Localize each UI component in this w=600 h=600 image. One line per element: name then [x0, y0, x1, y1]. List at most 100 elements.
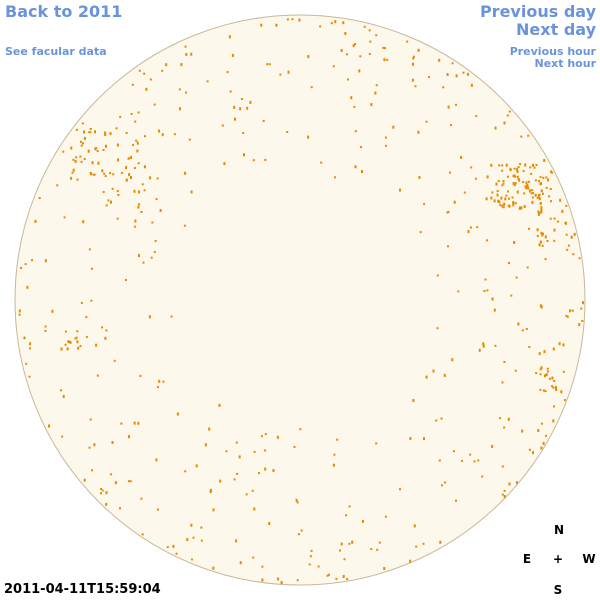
compass-east: E: [522, 552, 532, 566]
facula-dot: [409, 437, 412, 440]
facula-dot: [546, 367, 549, 370]
facula-dot: [350, 96, 353, 100]
facula-dot: [523, 192, 526, 195]
facula-dot: [352, 44, 355, 48]
facula-dot: [563, 399, 566, 402]
facula-dot: [18, 313, 21, 316]
facula-dot: [116, 143, 119, 147]
facula-dot: [414, 85, 417, 88]
facula-dot: [353, 105, 356, 108]
facula-dot: [553, 228, 556, 232]
facula-dot: [423, 437, 425, 441]
facula-dot: [462, 71, 465, 74]
facula-dot: [109, 172, 111, 175]
facula-dot: [547, 178, 550, 182]
facula-dot: [144, 135, 146, 138]
facula-dot: [467, 230, 470, 234]
facula-dot: [522, 170, 525, 173]
facula-dot: [226, 71, 229, 74]
facula-dot: [200, 539, 203, 542]
facula-dot: [539, 176, 542, 179]
facula-dot: [140, 211, 143, 213]
facula-dot: [183, 224, 186, 227]
facula-dot: [105, 491, 108, 495]
facula-dot: [100, 492, 102, 495]
facula-dot: [527, 186, 530, 190]
facula-dot: [453, 200, 456, 204]
facula-dot: [79, 345, 82, 348]
facula-dot: [440, 417, 443, 420]
facula-dot: [235, 539, 238, 543]
facula-dot: [538, 352, 541, 356]
facula-dot: [567, 244, 570, 247]
facula-dot: [581, 320, 584, 322]
facula-dot: [449, 171, 451, 174]
facula-dot: [158, 129, 161, 133]
facula-dot: [101, 326, 104, 329]
facula-dot: [175, 552, 178, 555]
facula-dot: [354, 43, 357, 45]
facula-dot: [361, 170, 363, 173]
facula-dot: [105, 144, 107, 148]
facula-dot: [242, 132, 245, 134]
facula-dot: [546, 370, 549, 373]
facula-dot: [544, 390, 547, 393]
facula-dot: [507, 190, 509, 193]
facula-dot: [501, 169, 504, 172]
facula-dot: [513, 241, 516, 244]
facula-dot: [239, 107, 242, 111]
back-to-year-link[interactable]: Back to 2011: [5, 2, 123, 21]
facula-dot: [335, 577, 338, 580]
see-data-link[interactable]: See facular data: [5, 45, 107, 58]
facula-dot: [79, 155, 82, 158]
facula-dot: [82, 142, 84, 145]
facula-dot: [369, 40, 372, 43]
facula-dot: [157, 386, 159, 389]
facula-dot: [540, 206, 543, 210]
facula-dot: [308, 563, 311, 566]
facula-dot: [340, 542, 343, 546]
facula-dot: [541, 244, 544, 247]
facula-dot: [317, 565, 320, 568]
facula-dot: [375, 84, 378, 87]
facula-dot: [538, 243, 541, 247]
facula-dot: [286, 18, 289, 21]
facula-dot: [552, 386, 555, 389]
facula-dot: [309, 555, 312, 558]
facula-dot: [94, 130, 96, 134]
facula-dot: [368, 53, 371, 55]
facula-dot: [26, 285, 29, 289]
facula-dot: [360, 146, 362, 149]
facula-dot: [561, 209, 564, 213]
facula-dot: [72, 168, 75, 172]
facula-dot: [159, 209, 162, 212]
facula-dot: [455, 74, 458, 78]
facula-dot: [280, 581, 283, 584]
facula-dot: [130, 112, 133, 115]
facula-dot: [347, 78, 349, 81]
facula-dot: [240, 98, 243, 100]
facula-dot: [264, 433, 267, 436]
facula-dot: [56, 184, 59, 187]
facula-dot: [494, 126, 497, 130]
facula-dot: [451, 358, 454, 362]
next-day-link[interactable]: Next day: [516, 20, 596, 39]
facula-dot: [130, 156, 133, 159]
next-hour-link[interactable]: Next hour: [534, 57, 597, 70]
facula-dot: [499, 417, 502, 420]
previous-day-link[interactable]: Previous day: [479, 2, 596, 21]
facula-dot: [87, 149, 90, 153]
facula-dot: [542, 192, 544, 195]
facula-dot: [491, 444, 494, 448]
facula-dot: [119, 115, 122, 118]
facula-dot: [236, 472, 238, 475]
previous-hour-link[interactable]: Previous hour: [509, 45, 596, 58]
facula-dot: [268, 63, 271, 66]
facula-dot: [264, 158, 267, 161]
facula-dot: [128, 435, 130, 439]
facula-dot: [104, 175, 107, 178]
facula-dot: [277, 577, 280, 581]
facula-dot: [363, 25, 366, 28]
facula-dot: [502, 180, 505, 182]
facula-dot: [142, 261, 145, 264]
